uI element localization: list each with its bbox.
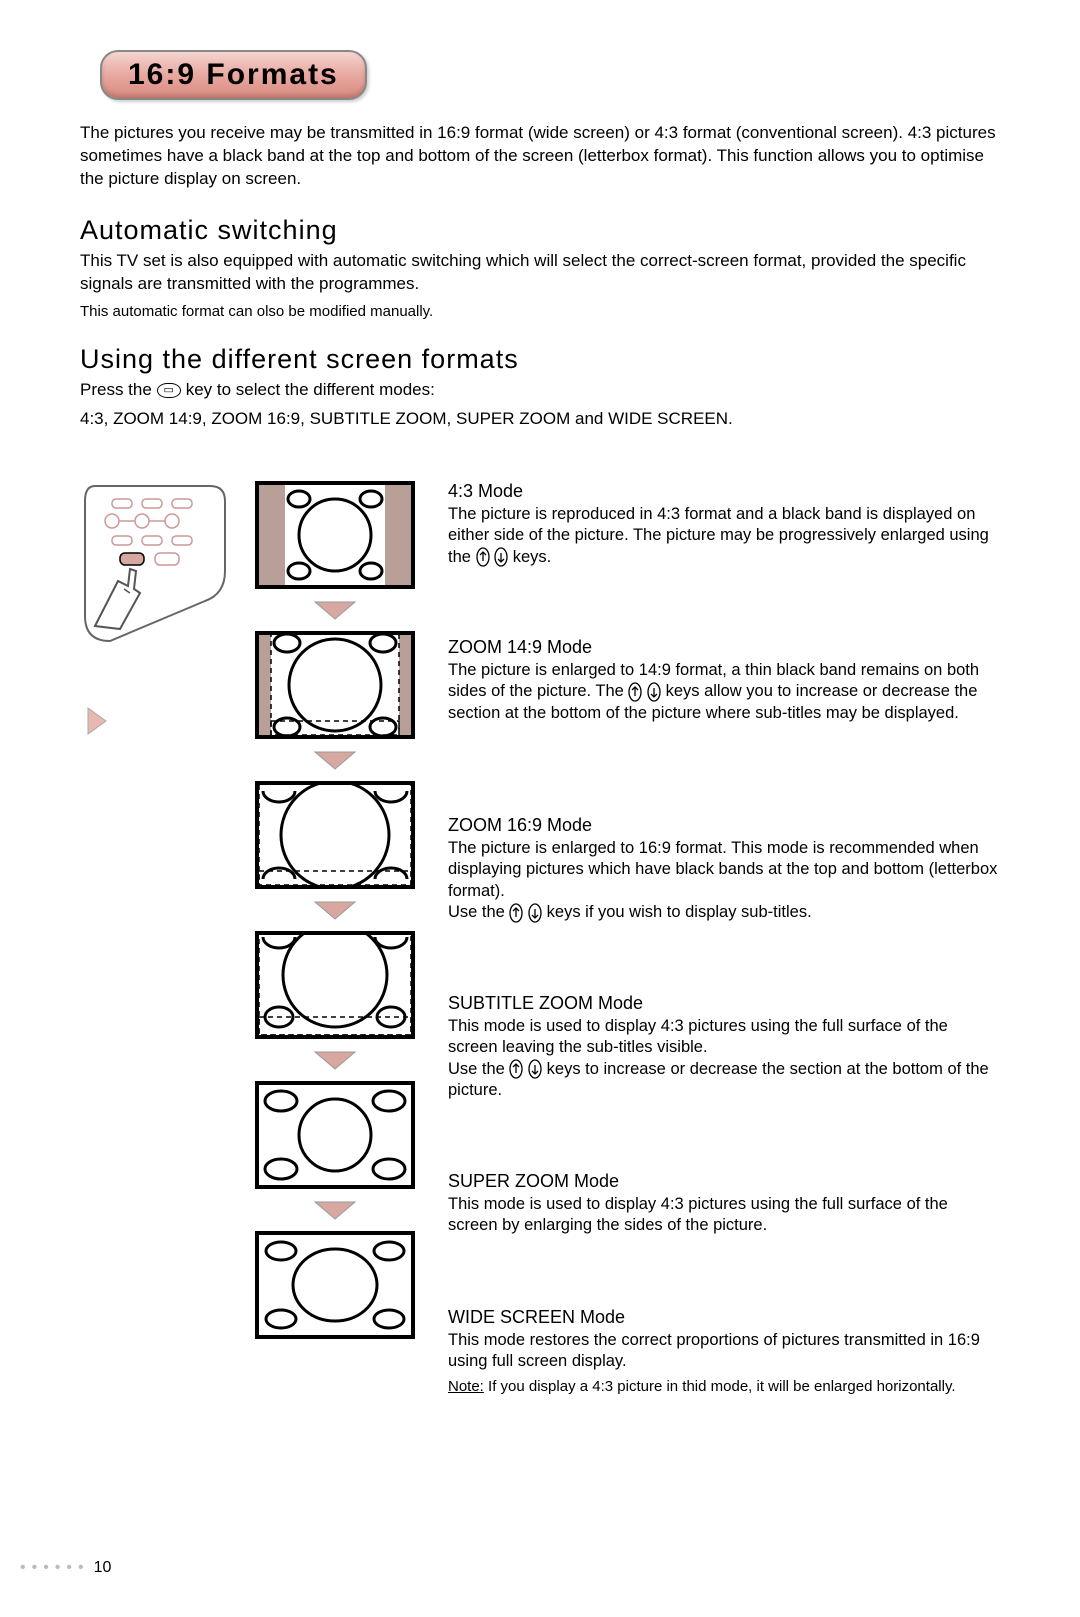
- mode-title: WIDE SCREEN Mode: [448, 1307, 1000, 1328]
- mode-text: This mode is used to display 4:3 picture…: [448, 1016, 1000, 1102]
- up-key-icon: [628, 682, 642, 702]
- diagram-column: [240, 481, 430, 1343]
- mode-block-super-zoom: SUPER ZOOM Mode This mode is used to dis…: [448, 1171, 1000, 1281]
- up-key-icon: [509, 903, 523, 923]
- remote-illustration: [80, 481, 230, 646]
- section-heading-automatic: Automatic switching: [80, 215, 1000, 246]
- page-title-text: 16:9 Formats: [128, 58, 339, 91]
- section-note-automatic: This automatic format can olso be modifi…: [80, 302, 1000, 322]
- up-key-icon: [509, 1059, 523, 1079]
- mode-text: The picture is enlarged to 16:9 format. …: [448, 838, 1000, 924]
- modes-area: 4:3 Mode The picture is reproduced in 4:…: [80, 481, 1000, 1463]
- down-arrow-icon: [310, 749, 360, 771]
- format-key-icon: ▭: [157, 383, 181, 398]
- page-number-dots: ••••••: [20, 1559, 90, 1576]
- down-key-icon: [528, 903, 542, 923]
- modes-text-column: 4:3 Mode The picture is reproduced in 4:…: [430, 481, 1000, 1463]
- down-key-icon: [528, 1059, 542, 1079]
- diagram-zoom-14-9: [255, 631, 415, 739]
- mode-block-subtitle-zoom: SUBTITLE ZOOM Mode This mode is used to …: [448, 993, 1000, 1145]
- mode-title: ZOOM 14:9 Mode: [448, 637, 1000, 658]
- diagram-zoom-16-9: [255, 781, 415, 889]
- press-suffix: key to select the different modes:: [186, 380, 435, 399]
- mode-block-zoom-14-9: ZOOM 14:9 Mode The picture is enlarged t…: [448, 637, 1000, 789]
- page-number: ••••••10: [20, 1559, 111, 1577]
- press-prefix: Press the: [80, 380, 157, 399]
- down-arrow-icon: [310, 899, 360, 921]
- mode-block-wide-screen: WIDE SCREEN Mode This mode restores the …: [448, 1307, 1000, 1437]
- diagram-wide-screen: [255, 1231, 415, 1339]
- mode-title: SUPER ZOOM Mode: [448, 1171, 1000, 1192]
- down-key-icon: [494, 547, 508, 567]
- intro-paragraph: The pictures you receive may be transmit…: [80, 122, 1000, 191]
- mode-text: The picture is enlarged to 14:9 format, …: [448, 660, 1000, 724]
- section-body-automatic: This TV set is also equipped with automa…: [80, 250, 1000, 296]
- mode-block-4-3: 4:3 Mode The picture is reproduced in 4:…: [448, 481, 1000, 611]
- section-heading-formats: Using the different screen formats: [80, 344, 1000, 375]
- play-arrow-icon: [86, 706, 108, 736]
- diagram-subtitle-zoom: [255, 931, 415, 1039]
- page-title-badge: 16:9 Formats: [100, 50, 367, 100]
- mode-block-zoom-16-9: ZOOM 16:9 Mode The picture is enlarged t…: [448, 815, 1000, 967]
- diagram-4-3: [255, 481, 415, 589]
- down-arrow-icon: [310, 1049, 360, 1071]
- down-arrow-icon: [310, 599, 360, 621]
- up-key-icon: [476, 547, 490, 567]
- mode-text: This mode restores the correct proportio…: [448, 1330, 1000, 1373]
- mode-text: This mode is used to display 4:3 picture…: [448, 1194, 1000, 1237]
- remote-column: [80, 481, 240, 741]
- mode-title: ZOOM 16:9 Mode: [448, 815, 1000, 836]
- mode-title: 4:3 Mode: [448, 481, 1000, 502]
- diagram-super-zoom: [255, 1081, 415, 1189]
- down-arrow-icon: [310, 1199, 360, 1221]
- modes-list-line: 4:3, ZOOM 14:9, ZOOM 16:9, SUBTITLE ZOOM…: [80, 408, 1000, 431]
- mode-text: The picture is reproduced in 4:3 format …: [448, 504, 1000, 568]
- page-number-value: 10: [94, 1559, 112, 1576]
- mode-note: Note: If you display a 4:3 picture in th…: [448, 1377, 1000, 1397]
- down-key-icon: [647, 682, 661, 702]
- mode-title: SUBTITLE ZOOM Mode: [448, 993, 1000, 1014]
- section-press-line: Press the ▭ key to select the different …: [80, 379, 1000, 402]
